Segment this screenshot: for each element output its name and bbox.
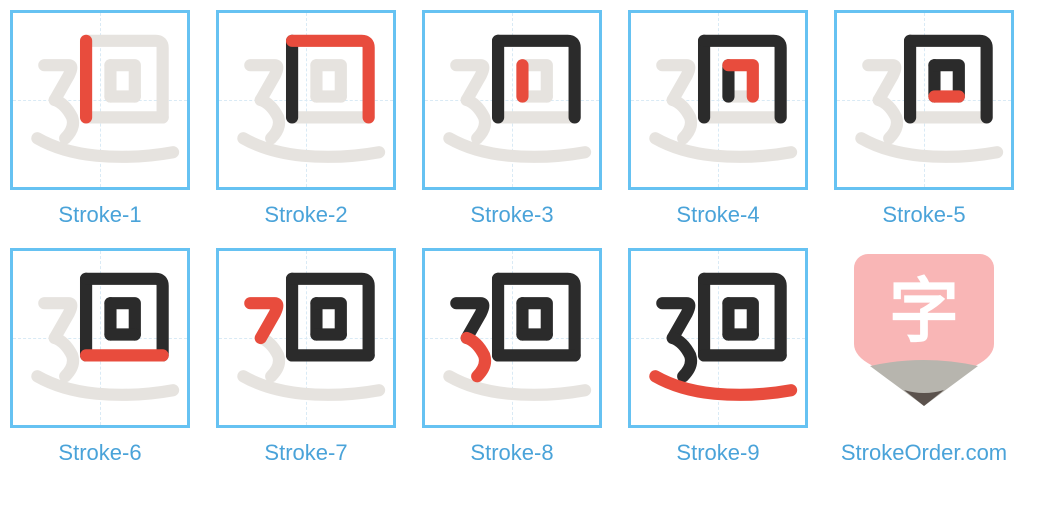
stroke-label: Stroke-7 xyxy=(264,440,347,466)
stroke-s2 xyxy=(910,41,987,118)
stroke-label: Stroke-9 xyxy=(676,440,759,466)
pencil-tip-icon xyxy=(864,360,984,410)
stroke-tile xyxy=(10,248,190,428)
stroke-diagram xyxy=(13,251,187,425)
logo-tile: 字 xyxy=(834,248,1014,428)
stroke-s8 xyxy=(673,100,691,138)
stroke-s9 xyxy=(655,376,791,395)
stroke-diagram xyxy=(425,251,599,425)
stroke-diagram xyxy=(13,13,187,187)
stroke-s8 xyxy=(261,100,279,138)
stroke-s2 xyxy=(86,279,163,356)
stroke-label: Stroke-8 xyxy=(470,440,553,466)
stroke-cell: Stroke-5 xyxy=(834,10,1014,228)
stroke-cell: Stroke-8 xyxy=(422,248,602,466)
logo-bg: 字 xyxy=(854,254,994,374)
stroke-s7 xyxy=(250,303,277,338)
stroke-s9 xyxy=(449,376,585,395)
stroke-diagram xyxy=(837,13,1011,187)
stroke-s9 xyxy=(655,138,791,157)
stroke-s8 xyxy=(55,100,73,138)
stroke-label: Stroke-6 xyxy=(58,440,141,466)
stroke-label: Stroke-1 xyxy=(58,202,141,228)
stroke-diagram xyxy=(219,251,393,425)
stroke-s9 xyxy=(243,376,379,395)
stroke-s8 xyxy=(467,338,485,376)
stroke-label: Stroke-3 xyxy=(470,202,553,228)
stroke-s2 xyxy=(704,279,781,356)
stroke-label: Stroke-4 xyxy=(676,202,759,228)
stroke-s2 xyxy=(86,41,163,118)
stroke-label: Stroke-2 xyxy=(264,202,347,228)
stroke-diagram xyxy=(219,13,393,187)
stroke-cell: Stroke-4 xyxy=(628,10,808,228)
stroke-tile xyxy=(216,248,396,428)
stroke-cell: Stroke-7 xyxy=(216,248,396,466)
stroke-tile xyxy=(10,10,190,190)
stroke-s9 xyxy=(37,138,173,157)
stroke-tile xyxy=(628,10,808,190)
stroke-s8 xyxy=(261,338,279,376)
stroke-s2 xyxy=(498,41,575,118)
stroke-cell: Stroke-6 xyxy=(10,248,190,466)
logo-char: 字 xyxy=(889,276,959,346)
stroke-cell: Stroke-9 xyxy=(628,248,808,466)
stroke-s2 xyxy=(704,41,781,118)
stroke-cell: Stroke-3 xyxy=(422,10,602,228)
stroke-tile xyxy=(834,10,1014,190)
logo-cell: 字 StrokeOrder.com xyxy=(834,248,1014,466)
stroke-s8 xyxy=(55,338,73,376)
stroke-s8 xyxy=(467,100,485,138)
stroke-diagram xyxy=(631,13,805,187)
stroke-cell: Stroke-1 xyxy=(10,10,190,228)
stroke-s2 xyxy=(292,279,369,356)
stroke-s2 xyxy=(498,279,575,356)
stroke-tile xyxy=(422,10,602,190)
stroke-cell: Stroke-2 xyxy=(216,10,396,228)
stroke-s9 xyxy=(37,376,173,395)
stroke-label: Stroke-5 xyxy=(882,202,965,228)
stroke-s9 xyxy=(861,138,997,157)
stroke-s2 xyxy=(292,41,369,118)
stroke-tile xyxy=(216,10,396,190)
stroke-s8 xyxy=(879,100,897,138)
stroke-s9 xyxy=(449,138,585,157)
stroke-order-grid: Stroke-1 Stroke-2 Stroke-3 Stroke-4 Stroke-5… xyxy=(10,10,1040,466)
stroke-s9 xyxy=(243,138,379,157)
stroke-diagram xyxy=(425,13,599,187)
stroke-tile xyxy=(422,248,602,428)
stroke-tile xyxy=(628,248,808,428)
stroke-diagram xyxy=(631,251,805,425)
logo-label: StrokeOrder.com xyxy=(841,440,1007,466)
stroke-s8 xyxy=(673,338,691,376)
